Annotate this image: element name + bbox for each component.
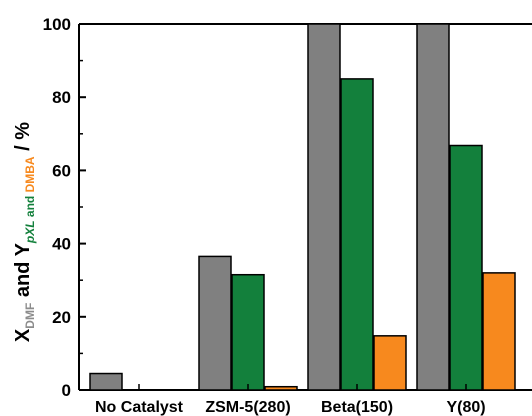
ylabel-sub-and: and	[23, 192, 37, 220]
bar-dmba-1	[264, 385, 298, 391]
y-tick-label: 100	[43, 15, 71, 34]
x-category-label: Y(80)	[446, 399, 485, 416]
x-category-label: ZSM-5(280)	[205, 399, 290, 416]
bar-pxl-1	[231, 273, 265, 391]
x-category-label: Beta(150)	[321, 399, 393, 416]
bar-dmba-2	[373, 335, 407, 391]
bar-dmba-3	[482, 272, 516, 391]
y-tick-label: 0	[62, 381, 71, 400]
y-tick-label: 60	[52, 161, 71, 180]
bar-pxl-3	[449, 144, 483, 391]
bar-dmf-3	[416, 23, 450, 391]
bar-dmf-2	[307, 23, 341, 391]
x-category-label: No Catalyst	[95, 399, 184, 416]
ylabel-sub-dmf: DMF	[23, 303, 37, 329]
ylabel-percent: / %	[12, 122, 34, 157]
ylabel-and-y: and Y	[12, 242, 34, 302]
ylabel-sub-dmba: DMBA	[23, 156, 37, 192]
ticks-group: 0 20 40 60 80 100 No Catalyst ZSM-5(280) Beta(15…	[43, 15, 486, 416]
bar-dmf-0	[89, 372, 123, 391]
bars-group	[89, 23, 516, 391]
ylabel-sub-pxl: pXL	[23, 220, 37, 244]
bar-dmf-1	[198, 255, 232, 391]
y-tick-label: 80	[52, 88, 71, 107]
y-axis-label: XDMF and YpXL and DMBA / %	[12, 122, 37, 342]
bar-pxl-2	[340, 78, 374, 391]
y-tick-label: 20	[52, 308, 71, 327]
y-tick-label: 40	[52, 235, 71, 254]
ylabel-x: X	[12, 328, 34, 342]
